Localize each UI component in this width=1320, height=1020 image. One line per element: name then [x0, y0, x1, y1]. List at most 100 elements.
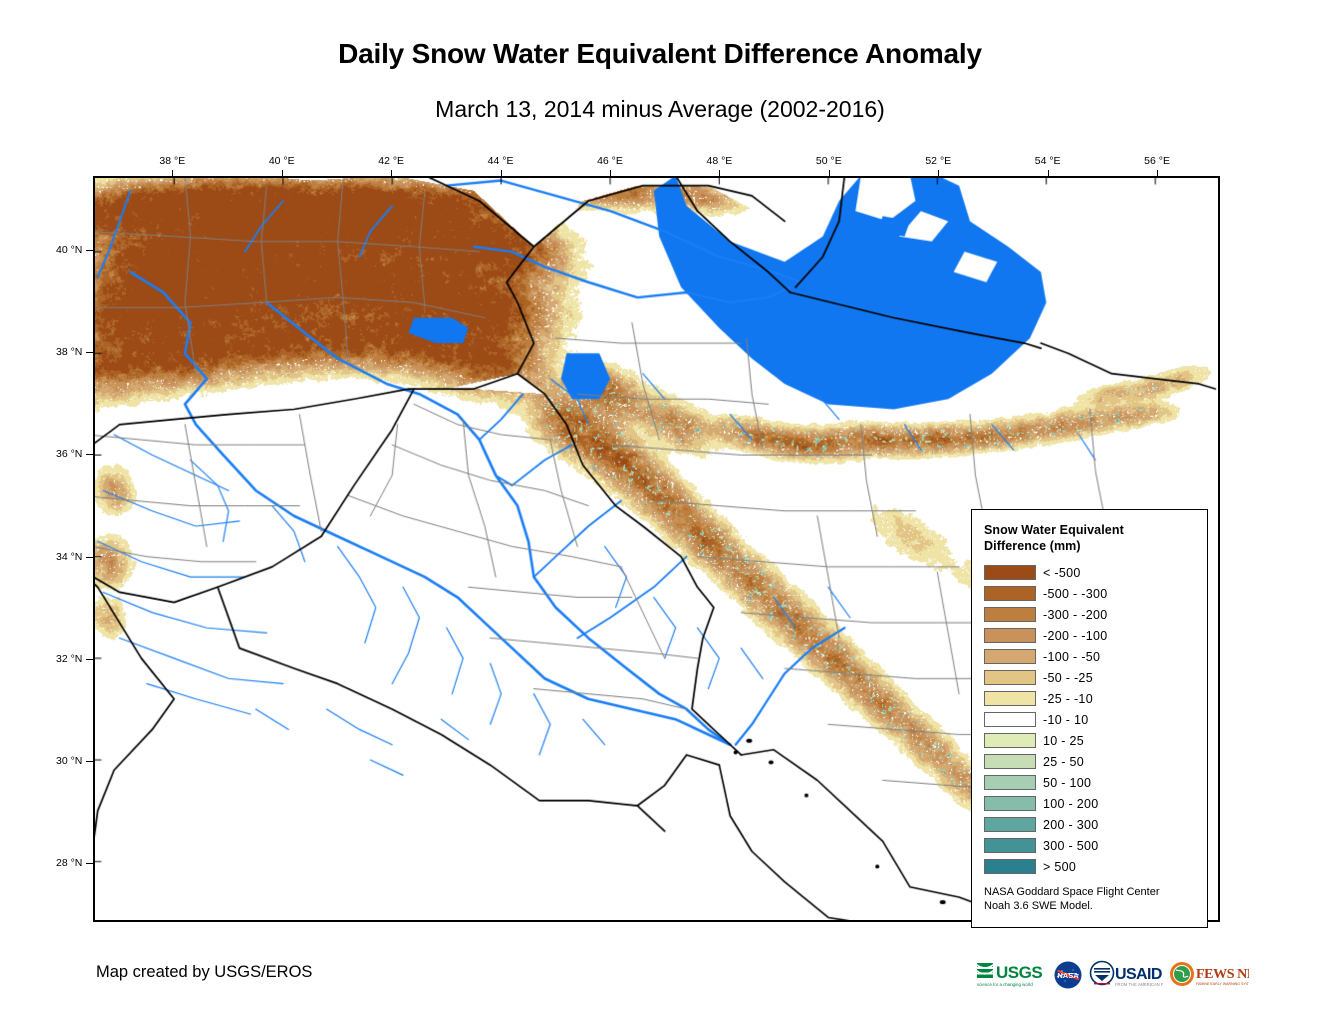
longitude-label: 40 °E: [268, 155, 295, 167]
longitude-tick: [391, 170, 393, 176]
legend-item-label: 200 - 300: [1043, 817, 1099, 832]
legend-swatch: [984, 796, 1036, 811]
agency-logo-bar: USGS science for a changing world NASA U…: [975, 954, 1249, 996]
legend-item-label: -10 - 10: [1043, 712, 1089, 727]
legend-swatch: [984, 628, 1036, 643]
legend-item: > 500: [984, 856, 1197, 877]
legend-swatch: [984, 754, 1036, 769]
legend-swatch: [984, 838, 1036, 853]
longitude-tick: [719, 170, 721, 176]
usgs-logo: USGS science for a changing world: [975, 958, 1047, 992]
longitude-label: 54 °E: [1034, 155, 1061, 167]
legend-swatch: [984, 670, 1036, 685]
latitude-label: 28 °N: [56, 857, 83, 870]
legend-title-line1: Snow Water Equivalent: [984, 523, 1124, 537]
longitude-tick: [1157, 170, 1159, 176]
legend-item-list: < -500 -500 - -300 -300 - -200 -200 - -100 -…: [984, 562, 1197, 877]
legend-source-note: NASA Goddard Space Flight Center Noah 3.…: [984, 886, 1197, 913]
usaid-tagline: FROM THE AMERICAN PEOPLE: [1115, 982, 1163, 987]
latitude-label: 32 °N: [56, 652, 83, 665]
legend-swatch: [984, 775, 1036, 790]
longitude-tick: [281, 170, 283, 176]
legend-swatch: [984, 691, 1036, 706]
fews-tagline: FAMINE EARLY WARNING SYSTEMS NETWORK: [1196, 982, 1249, 986]
legend-item: -10 - 10: [984, 709, 1197, 730]
legend-item-label: -500 - -300: [1043, 586, 1108, 601]
legend-item-label: 10 - 25: [1043, 733, 1085, 748]
longitude-tick: [500, 170, 502, 176]
svg-text:FEWS NET: FEWS NET: [1196, 967, 1249, 982]
latitude-label: 40 °N: [56, 244, 83, 257]
legend-item: 200 - 300: [984, 814, 1197, 835]
legend-swatch: [984, 733, 1036, 748]
legend-title-line2: Difference (mm): [984, 539, 1081, 553]
legend-item-label: -300 - -200: [1043, 607, 1108, 622]
longitude-tick: [938, 170, 940, 176]
page-subtitle: March 13, 2014 minus Average (2002-2016): [435, 96, 885, 122]
legend-item: 300 - 500: [984, 835, 1197, 856]
legend-swatch: [984, 649, 1036, 664]
longitude-label: 50 °E: [815, 155, 842, 167]
legend-swatch: [984, 565, 1036, 580]
latitude-label: 34 °N: [56, 550, 83, 563]
legend-item-label: 100 - 200: [1043, 796, 1099, 811]
latitude-tick: [86, 863, 93, 865]
latitude-label: 36 °N: [56, 448, 83, 461]
legend-item-label: -50 - -25: [1043, 670, 1093, 685]
latitude-tick: [86, 250, 93, 252]
latitude-label: 38 °N: [56, 346, 83, 359]
map-credit: Map created by USGS/EROS: [96, 963, 313, 981]
legend-item-label: -25 - -10: [1043, 691, 1093, 706]
legend-note-line1: NASA Goddard Space Flight Center: [984, 886, 1160, 898]
latitude-tick: [86, 658, 93, 660]
legend-item: 100 - 200: [984, 793, 1197, 814]
fews-net-logo: FEWS NET FAMINE EARLY WARNING SYSTEMS NE…: [1169, 958, 1249, 992]
longitude-label: 46 °E: [597, 155, 623, 167]
legend-item: -300 - -200: [984, 604, 1197, 625]
legend-item-label: 50 - 100: [1043, 775, 1092, 790]
latitude-tick: [86, 556, 93, 558]
legend-item-label: -100 - -50: [1043, 649, 1101, 664]
latitude-tick: [86, 454, 93, 456]
legend-item: < -500: [984, 562, 1197, 583]
nasa-logo: NASA: [1053, 958, 1083, 992]
legend-title: Snow Water Equivalent Difference (mm): [984, 522, 1197, 554]
legend-item: -25 - -10: [984, 688, 1197, 709]
map-legend: Snow Water Equivalent Difference (mm) < …: [971, 509, 1208, 928]
legend-note-line2: Noah 3.6 SWE Model.: [984, 899, 1093, 912]
legend-item-label: 300 - 500: [1043, 838, 1099, 853]
longitude-label: 48 °E: [706, 155, 733, 167]
legend-item: -500 - -300: [984, 583, 1197, 604]
latitude-tick: [86, 761, 93, 763]
legend-item: -200 - -100: [984, 625, 1197, 646]
longitude-label: 42 °E: [378, 155, 405, 167]
legend-swatch: [984, 607, 1036, 622]
legend-item: 50 - 100: [984, 772, 1197, 793]
legend-item-label: < -500: [1043, 565, 1081, 580]
legend-swatch: [984, 859, 1036, 874]
legend-item-label: > 500: [1043, 859, 1077, 874]
legend-item-label: -200 - -100: [1043, 628, 1108, 643]
legend-swatch: [984, 712, 1036, 727]
latitude-tick: [86, 352, 93, 354]
legend-item: -100 - -50: [984, 646, 1197, 667]
legend-item: -50 - -25: [984, 667, 1197, 688]
svg-text:USGS: USGS: [996, 963, 1042, 982]
longitude-tick: [172, 170, 174, 176]
legend-item: 10 - 25: [984, 730, 1197, 751]
latitude-label: 30 °N: [56, 755, 83, 768]
longitude-label: 38 °E: [159, 155, 186, 167]
longitude-label: 56 °E: [1144, 155, 1170, 167]
longitude-label: 44 °E: [487, 155, 514, 167]
longitude-tick: [1047, 170, 1049, 176]
svg-text:NASA: NASA: [1057, 971, 1079, 980]
longitude-label: 52 °E: [925, 155, 952, 167]
legend-item-label: 25 - 50: [1043, 754, 1085, 769]
legend-swatch: [984, 817, 1036, 832]
usgs-tagline: science for a changing world: [977, 982, 1033, 987]
legend-item: 25 - 50: [984, 751, 1197, 772]
svg-text:USAID: USAID: [1115, 966, 1162, 983]
page-title: Daily Snow Water Equivalent Difference A…: [338, 38, 982, 69]
legend-swatch: [984, 586, 1036, 601]
longitude-tick: [828, 170, 830, 176]
